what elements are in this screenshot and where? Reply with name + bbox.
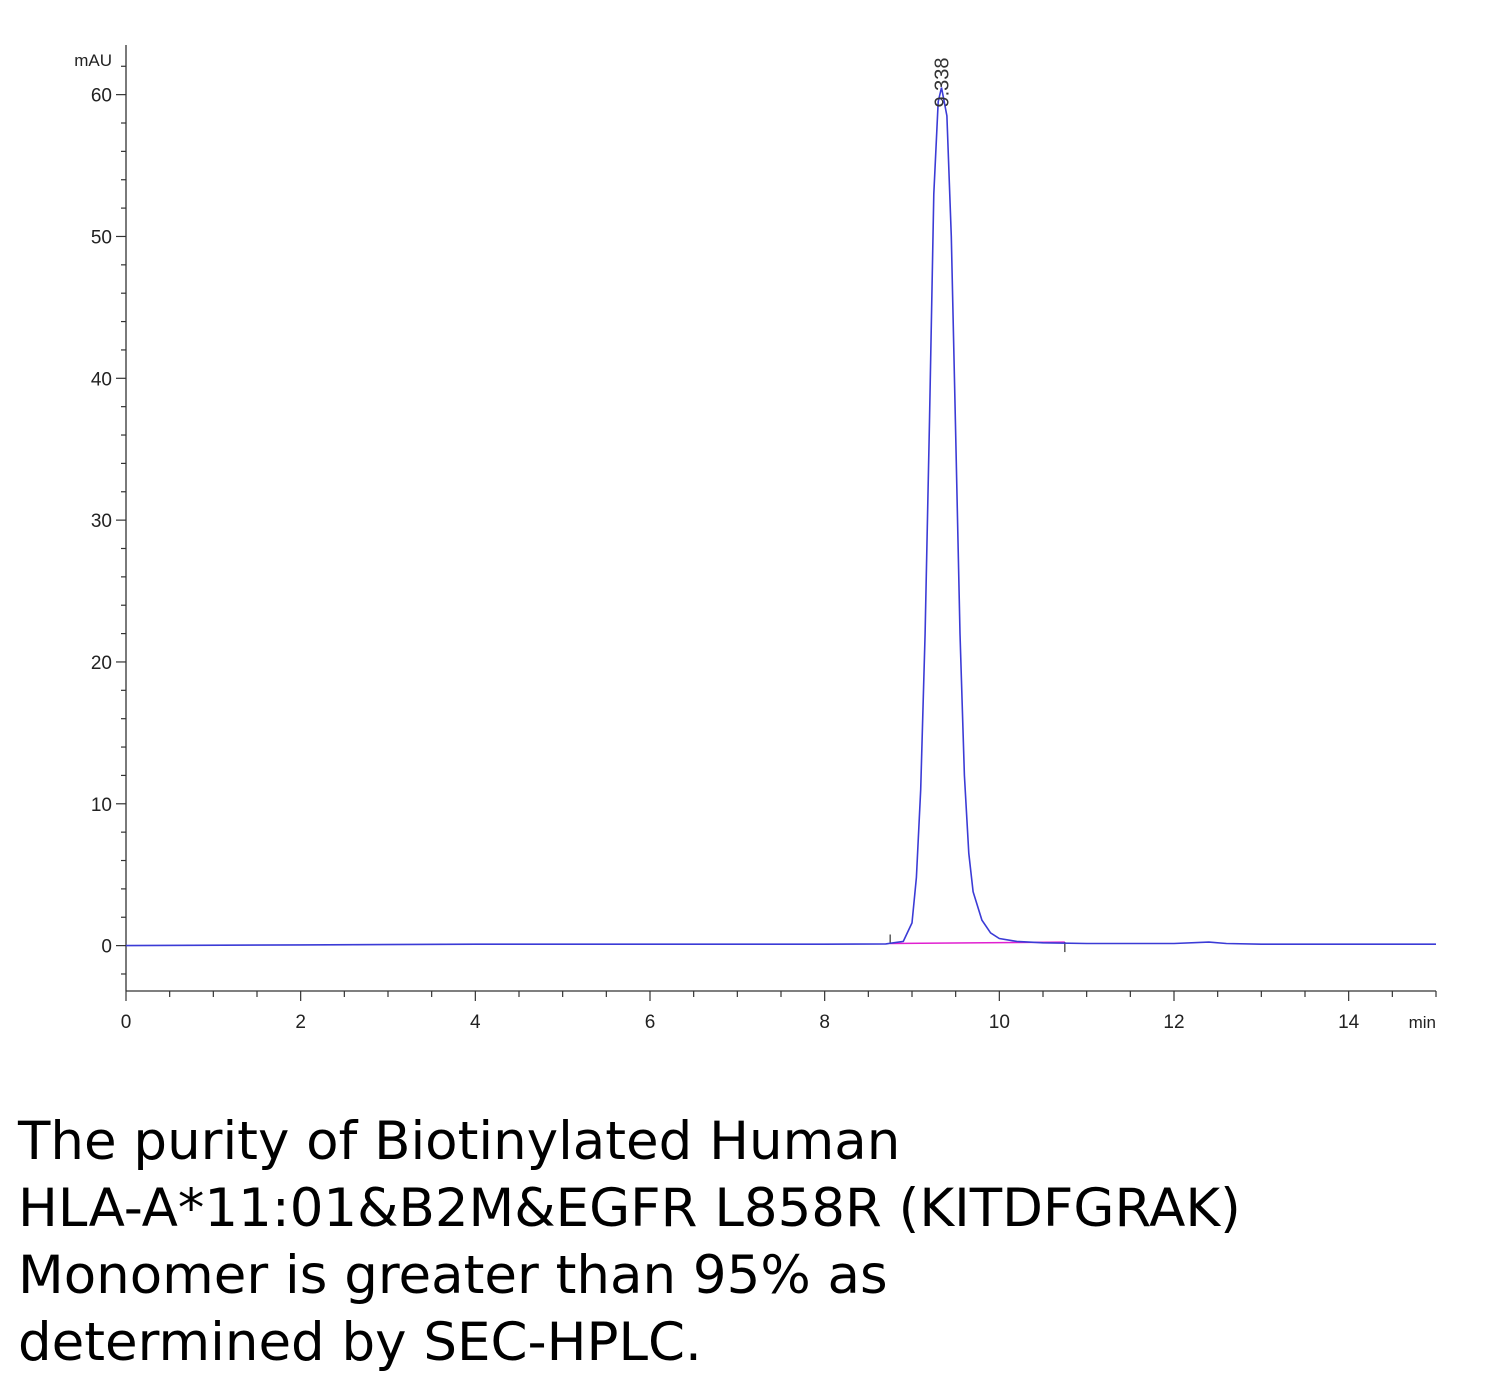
- x-tick-label: 0: [121, 1012, 132, 1033]
- chart-axes: [125, 45, 1436, 992]
- y-axis-unit-label: mAU: [74, 51, 112, 70]
- y-tick-label: 10: [91, 795, 112, 816]
- x-tick-label: 4: [470, 1012, 481, 1033]
- y-tick-label: 20: [91, 653, 112, 674]
- chromatogram-chart: 0 10 20 30 40 50 60 0 2 4 6 8 10 12 14 mAU min 9.338: [74, 45, 1437, 1033]
- y-tick-label: 60: [91, 86, 112, 107]
- chromatogram-trace: [125, 87, 1436, 947]
- x-axis-ticks: 0 2 4 6 8 10 12 14: [121, 991, 1437, 1033]
- x-tick-label: 10: [989, 1012, 1010, 1033]
- caption: The purity of Biotinylated Human HLA-A*1…: [18, 1108, 1478, 1376]
- caption-line-4: determined by SEC-HPLC.: [18, 1312, 702, 1373]
- y-axis-ticks: 0 10 20 30 40 50 60: [91, 65, 126, 975]
- y-tick-label: 40: [91, 369, 112, 390]
- y-tick-label: 30: [91, 511, 112, 532]
- x-tick-label: 2: [295, 1012, 306, 1033]
- x-tick-label: 12: [1163, 1012, 1184, 1033]
- y-tick-label: 0: [101, 937, 112, 958]
- peak-retention-label: 9.338: [932, 57, 954, 107]
- caption-line-3: Monomer is greater than 95% as: [18, 1245, 888, 1306]
- x-tick-label: 6: [645, 1012, 656, 1033]
- caption-line-2: HLA-A*11:01&B2M&EGFR L858R (KITDFGRAK): [18, 1178, 1241, 1239]
- x-axis-unit-label: min: [1409, 1013, 1436, 1032]
- y-tick-label: 50: [91, 227, 112, 248]
- caption-line-1: The purity of Biotinylated Human: [18, 1111, 901, 1172]
- x-tick-label: 8: [819, 1012, 830, 1033]
- x-tick-label: 14: [1338, 1012, 1360, 1033]
